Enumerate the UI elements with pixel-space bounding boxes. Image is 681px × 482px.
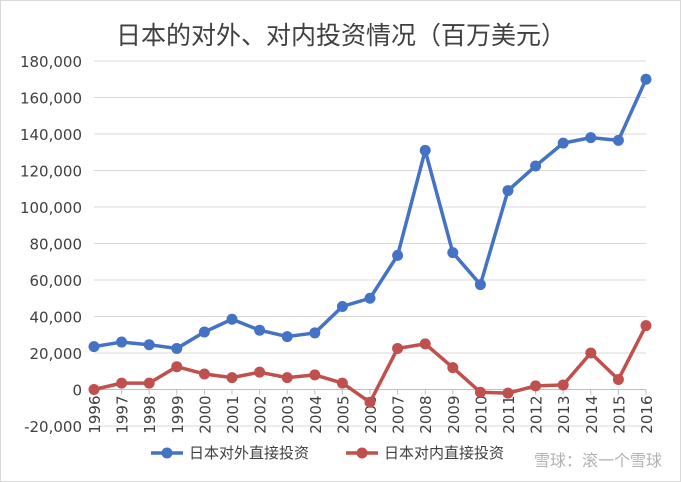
data-point xyxy=(88,341,100,353)
series-group xyxy=(88,73,652,408)
data-point xyxy=(612,134,624,146)
x-tick-label: 2003 xyxy=(279,396,297,434)
x-tick-label: 2016 xyxy=(638,396,656,434)
x-tick-label: 2001 xyxy=(224,396,242,434)
data-point xyxy=(198,368,210,380)
y-tick-label: 20,000 xyxy=(30,345,83,363)
x-tick-label: 2010 xyxy=(472,396,490,434)
grid-lines xyxy=(94,60,646,427)
data-point xyxy=(336,300,348,312)
x-tick-label: 2013 xyxy=(555,396,573,434)
data-point xyxy=(171,342,183,354)
data-point xyxy=(281,331,293,343)
y-tick-label: -20,000 xyxy=(24,418,82,436)
x-tick-label: 2004 xyxy=(307,396,325,434)
x-tick-label: 2015 xyxy=(610,396,628,434)
x-tick-label: 2012 xyxy=(528,396,546,434)
y-tick-label: 180,000 xyxy=(20,53,82,71)
data-point xyxy=(254,324,266,336)
data-point xyxy=(116,377,128,389)
watermark-text: 雪球：滚一个雪球 xyxy=(533,451,662,470)
y-tick-label: 80,000 xyxy=(30,236,83,254)
x-tick-label: 1996 xyxy=(86,396,104,434)
y-tick-label: 60,000 xyxy=(30,272,83,290)
data-point xyxy=(612,373,624,385)
data-point xyxy=(226,313,238,325)
legend-label: 日本对外直接投资 xyxy=(189,444,309,462)
y-tick-label: 160,000 xyxy=(20,90,82,108)
data-point xyxy=(585,132,597,144)
data-point xyxy=(557,379,569,391)
data-point xyxy=(474,386,486,398)
x-axis: 1996 1997 1998 1999 2000 2001 2002 2003 2004 2005… xyxy=(86,389,656,434)
data-point xyxy=(364,292,376,304)
legend-marker xyxy=(356,447,368,459)
data-point xyxy=(143,377,155,389)
x-tick-label: 2011 xyxy=(500,396,518,434)
legend-label: 日本对内直接投资 xyxy=(384,444,504,462)
x-tick-label: 2009 xyxy=(445,396,463,434)
x-tick-label: 1999 xyxy=(169,396,187,434)
data-point xyxy=(585,347,597,359)
series-line xyxy=(93,78,648,351)
data-point xyxy=(336,377,348,389)
x-tick-label: 2007 xyxy=(390,396,408,434)
data-point xyxy=(198,326,210,338)
data-point xyxy=(419,144,431,156)
data-point xyxy=(419,338,431,350)
data-point xyxy=(281,372,293,384)
data-point xyxy=(640,73,652,85)
data-point xyxy=(530,380,542,392)
y-tick-label: 140,000 xyxy=(20,126,82,144)
data-point xyxy=(530,160,542,172)
data-point xyxy=(143,339,155,351)
data-point xyxy=(88,384,100,395)
data-point xyxy=(392,342,404,354)
data-point xyxy=(447,247,459,259)
data-point xyxy=(309,369,321,381)
y-tick-label: 40,000 xyxy=(30,309,83,327)
y-tick-label: 120,000 xyxy=(20,163,82,181)
x-tick-label: 2000 xyxy=(196,396,214,434)
data-point xyxy=(447,362,459,374)
data-point xyxy=(364,396,376,408)
legend-marker xyxy=(161,447,173,459)
x-tick-label: 2014 xyxy=(583,396,601,434)
legend: 日本对外直接投资 日本对内直接投资 xyxy=(151,444,504,462)
data-point xyxy=(502,387,514,399)
data-point xyxy=(474,279,486,291)
y-tick-label: 100,000 xyxy=(20,199,82,217)
data-point xyxy=(640,320,652,332)
data-point xyxy=(226,372,238,384)
chart-title: 日本的对外、对内投资情况（百万美元） xyxy=(116,21,566,50)
data-point xyxy=(309,327,321,339)
x-tick-label: 1998 xyxy=(141,396,159,434)
x-tick-label: 2002 xyxy=(252,396,270,434)
x-tick-label: 1997 xyxy=(114,396,132,434)
data-point xyxy=(502,185,514,197)
data-point xyxy=(254,366,266,378)
data-point xyxy=(392,249,404,261)
data-point xyxy=(171,361,183,373)
x-tick-label: 2005 xyxy=(334,396,352,434)
data-point xyxy=(116,336,128,348)
y-tick-label: 0 xyxy=(72,382,82,400)
x-tick-label: 2008 xyxy=(417,396,435,434)
y-axis-ticks: -20,000 0 20,000 40,000 60,000 80,000 100,000 1… xyxy=(20,53,82,436)
data-point xyxy=(557,137,569,149)
